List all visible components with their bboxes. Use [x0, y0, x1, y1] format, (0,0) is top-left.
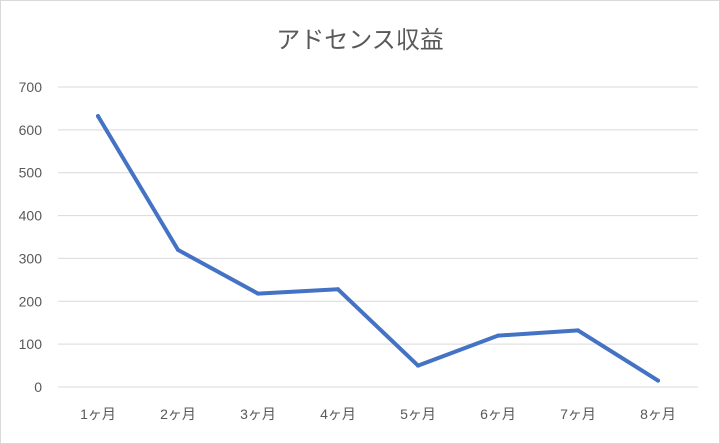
- x-tick-label: 6ヶ月: [480, 406, 516, 422]
- data-point: [496, 333, 500, 338]
- y-tick-label: 700: [19, 79, 43, 95]
- x-tick-label: 1ヶ月: [80, 406, 116, 422]
- series-line: [96, 114, 660, 383]
- data-point: [96, 114, 100, 119]
- x-tick-label: 8ヶ月: [640, 406, 676, 422]
- data-point: [656, 378, 660, 383]
- chart-title: アドセンス収益: [276, 26, 444, 54]
- y-tick-label: 300: [19, 250, 43, 266]
- x-tick-label: 4ヶ月: [320, 406, 356, 422]
- y-tick-label: 100: [19, 336, 43, 352]
- x-tick-label: 2ヶ月: [160, 406, 196, 422]
- x-tick-label: 5ヶ月: [400, 406, 436, 422]
- data-point: [576, 328, 580, 333]
- data-point: [176, 247, 180, 252]
- data-point: [256, 291, 260, 296]
- y-tick-label: 400: [19, 208, 43, 224]
- y-tick-label: 500: [19, 165, 43, 181]
- x-tick-label: 7ヶ月: [560, 406, 596, 422]
- data-point: [336, 287, 340, 292]
- y-tick-label: 200: [19, 293, 43, 309]
- y-tick-label: 600: [19, 122, 43, 138]
- x-tick-label: 3ヶ月: [240, 406, 276, 422]
- data-point: [416, 363, 420, 368]
- y-tick-label: 0: [34, 379, 42, 395]
